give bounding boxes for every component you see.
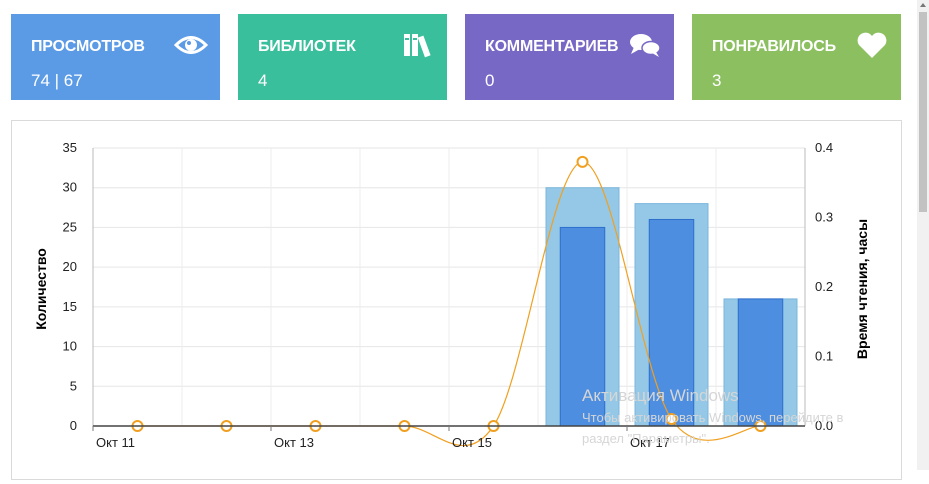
y2-tick-label: 0.2 xyxy=(815,279,833,294)
comments-icon xyxy=(628,30,662,60)
libraries-value: 4 xyxy=(258,71,267,91)
y-tick-label: 5 xyxy=(70,378,77,393)
y-tick-label: 20 xyxy=(63,259,77,274)
y-tick-label: 35 xyxy=(63,140,77,155)
y2-tick-label: 0.4 xyxy=(815,140,833,155)
y2-axis-title: Время чтения, часы xyxy=(854,219,870,359)
y-tick-label: 10 xyxy=(63,339,77,354)
watermark-line1: Чтобы активировать Windows, перейдите в xyxy=(582,410,844,425)
likes-card[interactable]: ПОНРАВИЛОСЬ 3 xyxy=(692,14,901,100)
bar-inner xyxy=(738,299,783,426)
y-tick-label: 25 xyxy=(63,219,77,234)
y-axis-title: Количество xyxy=(33,248,49,330)
line-point xyxy=(578,157,588,167)
x-tick-label: Окт 11 xyxy=(96,435,135,450)
books-icon xyxy=(401,30,435,60)
libraries-label: БИБЛИОТЕК xyxy=(258,38,356,56)
y-tick-label: 30 xyxy=(63,180,77,195)
y2-tick-label: 0.3 xyxy=(815,210,833,225)
views-label: ПРОСМОТРОВ xyxy=(31,38,145,56)
comments-label: КОММЕНТАРИЕВ xyxy=(485,38,618,56)
comments-card[interactable]: КОММЕНТАРИЕВ 0 xyxy=(465,14,674,100)
heart-icon xyxy=(855,30,889,60)
x-tick-label: Окт 13 xyxy=(274,435,314,450)
y-tick-label: 15 xyxy=(63,299,77,314)
likes-label: ПОНРАВИЛОСЬ xyxy=(712,38,836,56)
libraries-card[interactable]: БИБЛИОТЕК 4 xyxy=(238,14,447,100)
likes-value: 3 xyxy=(712,71,721,91)
watermark-title: Активация Windows xyxy=(582,386,739,405)
views-value: 74 | 67 xyxy=(31,71,83,91)
scroll-up-icon[interactable] xyxy=(920,3,926,7)
scroll-thumb[interactable] xyxy=(919,12,927,212)
x-tick-label: Окт 15 xyxy=(452,435,492,450)
windows-watermark: Активация Windows Чтобы активировать Win… xyxy=(582,386,844,446)
page-scrollbar[interactable] xyxy=(917,0,929,470)
eye-icon xyxy=(174,30,208,60)
y2-tick-label: 0.1 xyxy=(815,349,833,364)
views-card[interactable]: ПРОСМОТРОВ 74 | 67 xyxy=(11,14,220,100)
comments-value: 0 xyxy=(485,71,494,91)
watermark-line2: раздел "Параметры". xyxy=(582,431,710,446)
y-tick-label: 0 xyxy=(70,418,77,433)
